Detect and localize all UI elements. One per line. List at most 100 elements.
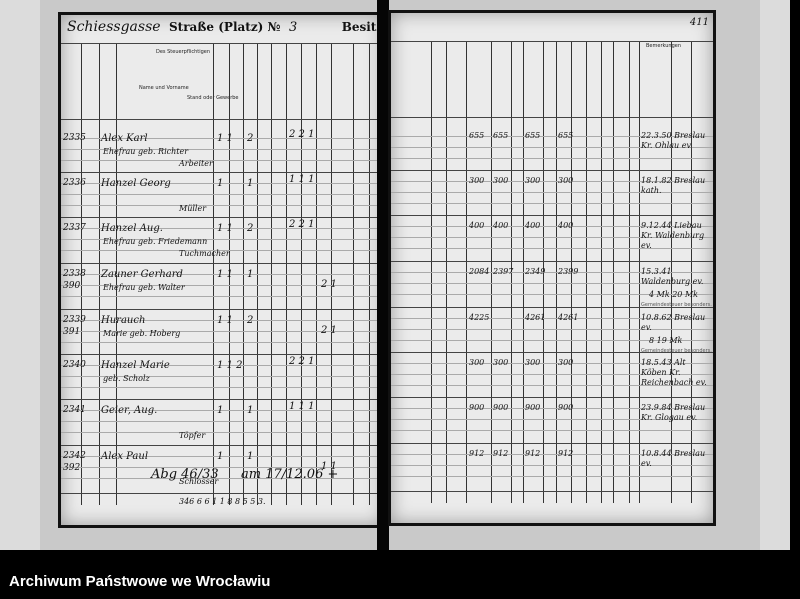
grid-subline: [391, 465, 713, 466]
edge-strip: [790, 0, 800, 550]
income-value: 300: [469, 176, 485, 185]
category-counts-2: 2 1: [321, 279, 337, 290]
income-value-2: 912: [493, 449, 509, 458]
tax-value: 2399: [558, 267, 579, 276]
grid-row-line: [61, 172, 383, 173]
taxpayer-name-2: geb. Scholz: [103, 374, 150, 383]
row-number: 2340: [63, 360, 86, 370]
household-count-2: 1: [247, 178, 254, 189]
grid-row-line: [61, 354, 383, 355]
grid-subline: [391, 237, 713, 238]
grid-row-line: [391, 307, 713, 308]
income-value-2: 655: [493, 131, 509, 140]
taxpayer-name: Hanzel Marie: [101, 360, 170, 371]
street-number: 3: [288, 20, 298, 35]
category-counts: 1 1 1: [289, 174, 315, 185]
remarks-note: 22.3.50 Breslau Kr. Ohlau ev.: [641, 131, 706, 150]
grid-subline: [61, 228, 383, 229]
category-counts-2: 1 1: [321, 461, 337, 472]
income-value-3: 400: [525, 221, 541, 230]
stamp: Gemeindesteuer besonders.: [641, 302, 712, 308]
remarks-note: 9.12.44 Liebau Kr. Waldenburg ev.: [641, 221, 705, 250]
grid-subline: [61, 387, 383, 388]
income-value-2: 400: [493, 221, 509, 230]
taxpayer-occupation: Tuchmacher: [179, 249, 230, 258]
taxpayer-name: Alex Karl: [101, 133, 148, 144]
street-name: Schiessgasse: [67, 19, 161, 35]
grid-subline: [391, 476, 713, 477]
income-value-3: 300: [525, 358, 541, 367]
household-count-2: 1: [247, 269, 254, 280]
grid-subline: [391, 147, 713, 148]
income-value-2: 300: [493, 358, 509, 367]
household-count-2: 2: [247, 315, 254, 326]
taxpayer-occupation: Schlosser: [179, 477, 219, 486]
taxpayer-occupation: Arbeiter: [179, 159, 213, 168]
taxpayer-name-2: Marie geb. Hoberg: [103, 329, 181, 338]
row-number: 2342: [63, 451, 86, 461]
household-count: 1 1: [217, 133, 233, 144]
row-number: 2338: [63, 269, 86, 279]
left-ledger-page: Schiessgasse Straße (Platz) № 3 Besitzer…: [58, 12, 386, 528]
header-remarks: Bemerkungen: [646, 43, 682, 49]
household-count: 1 1: [217, 315, 233, 326]
grid-row-line: [391, 170, 713, 171]
grid-subline: [61, 274, 383, 275]
row-note-extra: 4 Mk 20 Mk: [649, 290, 698, 299]
household-count: 1 1 2: [217, 360, 243, 371]
grid-subline: [61, 342, 383, 343]
grid-subline: [61, 331, 383, 332]
grid-row-line: [61, 445, 383, 446]
grid-subline: [391, 454, 713, 455]
grid-row-line: [61, 263, 383, 264]
tax-value: 400: [558, 221, 574, 230]
handwritten-annotation-date: am 17/12.06 +: [241, 467, 339, 482]
income-value: 912: [469, 449, 485, 458]
taxpayer-name-2: Ehefrau geb. Friedemann: [103, 237, 208, 246]
taxpayer-name: Alex Paul: [101, 451, 149, 462]
taxpayer-name: Geier, Aug.: [101, 405, 158, 416]
income-value-3: 655: [525, 131, 541, 140]
grid-subline: [391, 318, 713, 319]
grid-subline: [391, 226, 713, 227]
household-count-2: 2: [247, 223, 254, 234]
remarks-note: 18.1.82 Breslau kath.: [641, 176, 706, 195]
grid-subline: [61, 467, 383, 468]
book-gutter: [377, 0, 389, 550]
grid-subline: [61, 320, 383, 321]
row-number: 2337: [63, 223, 86, 233]
row-number: 2335: [63, 133, 86, 143]
grid-subline: [61, 138, 383, 139]
household-count: 1: [217, 451, 224, 462]
stamp: Gemeindesteuer besonders.: [641, 348, 712, 354]
grid-subline: [61, 478, 383, 479]
grid-header-line: [391, 117, 713, 118]
grid-row-line: [61, 309, 383, 310]
header-taxpayer: Des Steuerpflichtigen: [156, 49, 211, 55]
grid-subline: [61, 183, 383, 184]
income-value-3: 900: [525, 403, 541, 412]
taxpayer-name-2: Ehefrau geb. Richter: [103, 147, 189, 156]
taxpayer-name-2: Ehefrau geb. Walter: [103, 283, 185, 292]
category-counts: 2 2 1: [289, 129, 315, 140]
grid-row-line: [391, 352, 713, 353]
owner-label: Besitzer:: [341, 20, 383, 34]
income-value: 300: [469, 358, 485, 367]
income-value-3: 4261: [525, 313, 546, 322]
header-name: Name und Vorname: [139, 85, 189, 91]
grid-subline: [391, 419, 713, 420]
income-value-2: 300: [493, 176, 509, 185]
grid-row-line: [391, 397, 713, 398]
income-value: 900: [469, 403, 485, 412]
grid-subline: [391, 192, 713, 193]
grid-footer-line: [61, 493, 383, 494]
category-counts-2: 2 1: [321, 325, 337, 336]
row-number: 2336: [63, 178, 86, 188]
remarks-note: 23.9.84 Breslau Kr. Glogau ev.: [641, 403, 706, 422]
remarks-note: 10.8.62 Breslau ev.: [641, 313, 706, 332]
remarks-note: 18.5.43 Alt Köben Kr. Reichenbach ev.: [641, 358, 707, 387]
row-sub-number: 390: [63, 281, 81, 291]
remarks-note: 10.8.44 Breslau ev.: [641, 449, 706, 468]
street-label: Straße (Platz) №: [169, 20, 281, 34]
tax-value: 4261: [558, 313, 579, 322]
